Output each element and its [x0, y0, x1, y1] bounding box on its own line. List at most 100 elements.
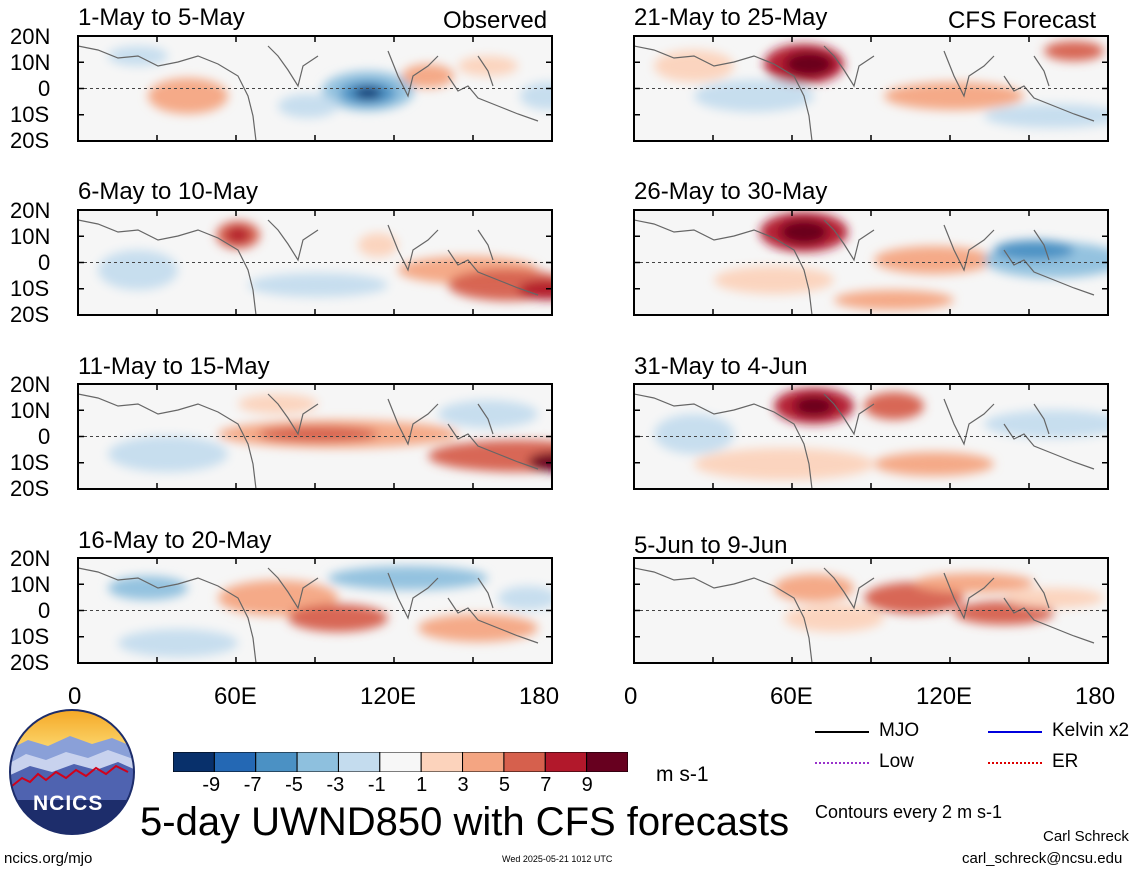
- anomaly-blob: [884, 82, 1024, 110]
- anomaly-blob: [520, 82, 552, 110]
- panel-title-1: 1-May to 5-May: [78, 4, 245, 31]
- lat-tick: 20N: [10, 546, 51, 571]
- anomaly-blob: [148, 78, 228, 114]
- anomaly-blob: [402, 64, 454, 88]
- colorbar-cell: [544, 752, 588, 772]
- anomaly-blob: [774, 574, 854, 602]
- anomaly-blob: [328, 566, 488, 590]
- legend-swatch: [988, 762, 1042, 764]
- anomaly-blob: [984, 104, 1108, 128]
- anomaly-blob: [258, 426, 378, 442]
- legend-label: ER: [1052, 751, 1079, 772]
- heatmap-panel-3: [77, 383, 553, 490]
- anomaly-blob: [694, 448, 874, 480]
- forecast-label: CFS Forecast: [948, 7, 1097, 34]
- colorbar-cell: [173, 752, 215, 772]
- anomaly-blob: [994, 240, 1074, 260]
- colorbar-cell: [586, 752, 628, 772]
- lat-tick: 10N: [10, 50, 51, 75]
- anomaly-blob: [358, 233, 398, 257]
- anomaly-blob: [714, 266, 834, 294]
- heatmap-panel-1: [77, 35, 553, 142]
- colorbar-label: 1: [416, 774, 428, 796]
- colorbar-cell: [462, 752, 505, 772]
- anomaly-blob: [118, 629, 238, 657]
- footer-email: carl_schreck@ncsu.edu: [962, 850, 1123, 867]
- panel-title-5: 21-May to 25-May: [634, 4, 828, 31]
- anomaly-blob: [354, 87, 382, 99]
- footer-author: Carl Schreck: [1043, 828, 1129, 845]
- colorbar: [173, 752, 628, 772]
- coastline: [634, 45, 1095, 141]
- lat-tick: 10S: [10, 624, 50, 649]
- legend-swatch: [815, 762, 869, 764]
- anomaly-blob: [834, 290, 954, 310]
- lat-tick: 20S: [10, 302, 50, 327]
- ncics-logo: [9, 709, 135, 835]
- anomaly-blob: [1044, 41, 1104, 61]
- colorbar-label: -3: [326, 774, 345, 796]
- footer-url: ncics.org/mjo: [4, 850, 93, 867]
- anomaly-blob: [418, 614, 538, 642]
- lon-tick-0-left: 0: [68, 683, 82, 710]
- lat-tick: 10S: [10, 276, 50, 301]
- colorbar-cell: [337, 752, 381, 772]
- anomaly-blob: [428, 440, 552, 472]
- anomaly-blob: [874, 246, 994, 274]
- logo-text: NCICS: [33, 792, 104, 815]
- panel-title-2: 6-May to 10-May: [78, 178, 259, 205]
- panel-title-8: 5-Jun to 9-Jun: [634, 532, 788, 559]
- anomaly-blob: [108, 436, 228, 472]
- heatmap-panel-2: [77, 209, 553, 316]
- anomaly-blob: [278, 94, 338, 118]
- lon-tick-60e-right: 60E: [770, 683, 813, 710]
- heatmap-panel-7: [633, 383, 1109, 490]
- lon-tick-0-right: 0: [624, 683, 638, 710]
- lat-tick: 10N: [10, 398, 51, 423]
- heatmap-panel-6: [633, 209, 1109, 316]
- heatmap-panel-4: [77, 557, 553, 664]
- coastline: [78, 45, 539, 141]
- legend-label: Low: [879, 751, 914, 772]
- lat-tick: 10S: [10, 450, 50, 475]
- panel-title-3: 11-May to 15-May: [78, 353, 270, 380]
- colorbar-cell: [213, 752, 257, 772]
- colorbar-cell: [255, 752, 298, 772]
- lat-tick: 10S: [10, 102, 50, 127]
- anomaly-blob: [518, 280, 552, 300]
- legend-swatch: [988, 731, 1042, 733]
- anomaly-blob: [780, 220, 828, 244]
- panel-title-6: 26-May to 30-May: [634, 178, 828, 205]
- heatmap-panel-5: [633, 35, 1109, 142]
- coastline: [634, 393, 1095, 489]
- colorbar-label: -9: [202, 774, 221, 796]
- lat-tick: 0: [38, 76, 51, 101]
- lat-tick: 10N: [10, 224, 51, 249]
- coastline: [78, 567, 539, 663]
- legend-label: MJO: [879, 720, 920, 741]
- coastline: [78, 393, 539, 489]
- anomaly-blob: [914, 573, 1034, 593]
- coastline: [634, 219, 1095, 315]
- contour-note: Contours every 2 m s-1: [815, 802, 1003, 822]
- observed-label: Observed: [443, 7, 548, 34]
- lon-tick-60e-left: 60E: [214, 683, 257, 710]
- anomaly-blob: [954, 601, 1054, 625]
- main-title: 5-day UWND850 with CFS forecasts: [140, 800, 790, 844]
- anomaly-blob: [794, 396, 834, 416]
- lat-tick: 20S: [10, 650, 50, 675]
- colorbar-cell: [296, 752, 339, 772]
- anomaly-blob: [694, 80, 814, 112]
- coastline: [78, 219, 539, 315]
- anomaly-blob: [288, 604, 388, 632]
- anomaly-blob: [108, 576, 188, 600]
- colorbar-label: -5: [285, 774, 303, 796]
- lat-tick: 10N: [10, 572, 51, 597]
- panel-title-4: 16-May to 20-May: [78, 527, 272, 554]
- lon-tick-180-left: 180: [519, 683, 560, 710]
- anomaly-blob: [785, 52, 833, 76]
- lat-tick: 20N: [10, 372, 51, 397]
- anomaly-blob: [98, 250, 178, 290]
- lat-tick: 20N: [10, 24, 51, 49]
- lat-tick: 20N: [10, 198, 51, 223]
